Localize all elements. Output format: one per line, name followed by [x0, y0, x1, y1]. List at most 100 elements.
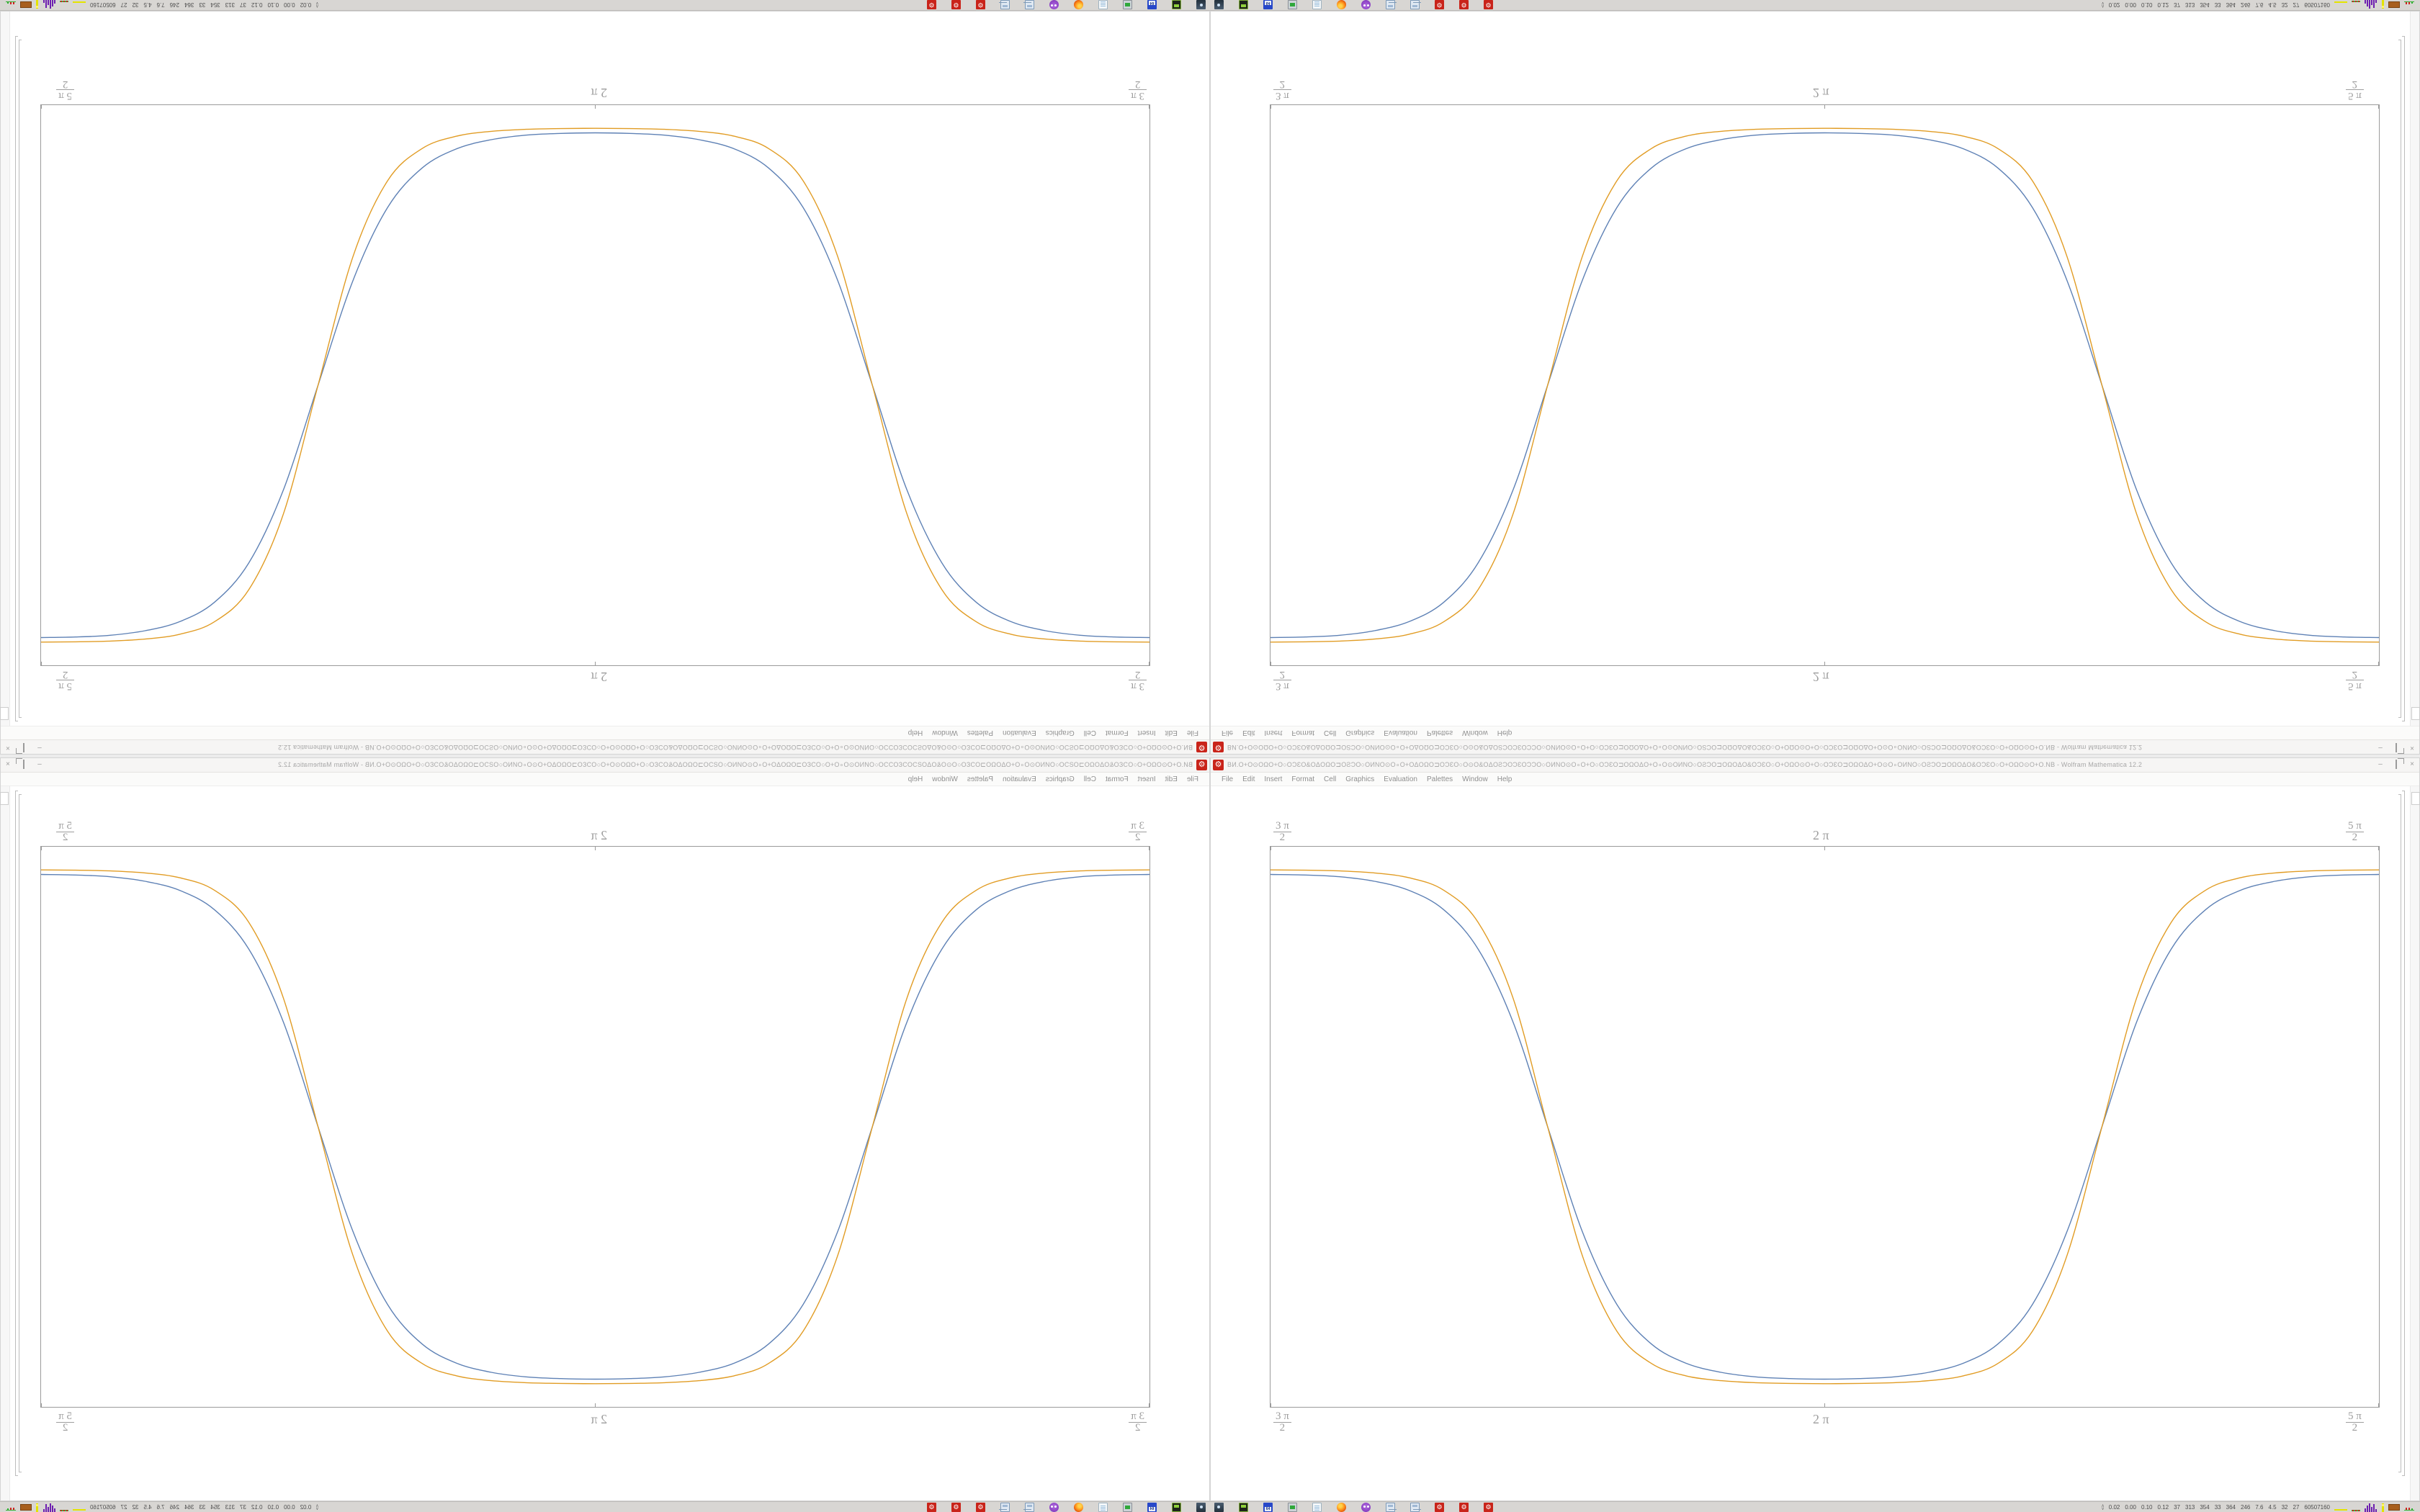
menu-graphics[interactable]: Graphics — [1345, 775, 1375, 783]
memory-box-orange[interactable] — [2388, 1504, 2400, 1511]
calculator-icon[interactable] — [1025, 1503, 1034, 1512]
menu-window[interactable]: Window — [932, 729, 958, 737]
cell-bracket-output[interactable] — [2398, 40, 2401, 718]
memory-box-orange[interactable] — [2388, 1, 2400, 8]
menu-format[interactable]: Format — [1105, 729, 1129, 737]
menu-edit[interactable]: Edit — [1242, 775, 1255, 783]
menu-insert[interactable]: Insert — [1264, 775, 1283, 783]
notebook-scrollbar[interactable] — [0, 786, 10, 1500]
menu-help[interactable]: Help — [908, 729, 923, 737]
mathematica-launcher-icon[interactable]: ⚙ — [1435, 1503, 1444, 1512]
notebook-scrollbar[interactable] — [0, 12, 10, 726]
menu-cell[interactable]: Cell — [1083, 729, 1096, 737]
scanner-app-icon[interactable] — [1172, 1503, 1181, 1512]
maximize-button[interactable] — [19, 742, 29, 752]
calculator-icon[interactable] — [1386, 1503, 1395, 1512]
calculator-icon[interactable] — [1000, 1503, 1010, 1512]
minimize-button[interactable]: – — [37, 760, 42, 768]
window-titlebar[interactable]: ⚙ BИ.O+O⊙OΩO+O○OƆƐO&OΔOΩO⊐OƧƆO○OИNO⊙O∘O+… — [1211, 758, 2419, 773]
calculator-icon[interactable] — [1386, 0, 1395, 9]
mathematica-launcher-icon[interactable]: ⚙ — [1435, 0, 1444, 9]
menu-format[interactable]: Format — [1291, 775, 1315, 783]
menu-edit[interactable]: Edit — [1165, 729, 1178, 737]
menu-help[interactable]: Help — [1497, 729, 1512, 737]
load-histogram-purple[interactable] — [42, 1503, 55, 1512]
screenshot-tool-icon[interactable] — [1196, 0, 1206, 9]
battery-indicator-yellow[interactable] — [36, 1503, 38, 1512]
tray-collapse-chevron-icon[interactable]: ∧ ∨ — [2101, 1, 2104, 9]
maximize-button[interactable] — [19, 760, 29, 770]
menu-palettes[interactable]: Palettes — [1427, 729, 1453, 737]
menu-file[interactable]: File — [1222, 775, 1234, 783]
firefox-icon[interactable] — [1337, 1503, 1346, 1512]
cell-bracket-group[interactable] — [15, 791, 18, 1476]
close-button[interactable]: × — [2410, 744, 2414, 752]
text-editor-icon[interactable] — [1098, 1503, 1108, 1512]
menu-window[interactable]: Window — [932, 775, 958, 783]
menu-help[interactable]: Help — [908, 775, 923, 783]
mathematica-launcher-icon[interactable]: ⚙ — [1459, 0, 1469, 9]
menu-cell[interactable]: Cell — [1083, 775, 1096, 783]
network-graph-green[interactable] — [60, 1506, 68, 1511]
menu-format[interactable]: Format — [1291, 729, 1315, 737]
menu-format[interactable]: Format — [1105, 775, 1129, 783]
cell-bracket-group[interactable] — [2402, 791, 2405, 1476]
tray-collapse-chevron-icon[interactable]: ∧ ∨ — [315, 1504, 318, 1511]
minimize-button[interactable]: – — [37, 744, 42, 752]
load-histogram-purple[interactable] — [2365, 1503, 2378, 1512]
firefox-icon[interactable] — [1337, 0, 1346, 9]
menu-edit[interactable]: Edit — [1242, 729, 1255, 737]
menu-cell[interactable]: Cell — [1324, 729, 1337, 737]
menu-evaluation[interactable]: Evaluation — [1003, 729, 1036, 737]
floppy-64-emulator-icon[interactable]: 64 — [1147, 0, 1157, 9]
network-graph-green[interactable] — [60, 1, 68, 6]
calculator-icon[interactable] — [1410, 0, 1420, 9]
scrollbar-thumb[interactable] — [2411, 792, 2420, 805]
cell-bracket-output[interactable] — [2398, 794, 2401, 1472]
close-button[interactable]: × — [6, 744, 10, 752]
calculator-icon[interactable] — [1025, 0, 1034, 9]
scrollbar-thumb[interactable] — [0, 792, 9, 805]
load-histogram-purple[interactable] — [42, 0, 55, 9]
text-editor-icon[interactable] — [1098, 0, 1108, 9]
cpu-graph-yellow[interactable] — [2334, 1, 2347, 3]
load-histogram-purple[interactable] — [2365, 0, 2378, 9]
minimize-button[interactable]: – — [2378, 744, 2383, 752]
system-monitor-icon[interactable] — [1123, 1503, 1132, 1512]
menu-palettes[interactable]: Palettes — [967, 775, 993, 783]
menu-insert[interactable]: Insert — [1137, 775, 1156, 783]
disk-graph-green-red[interactable] — [6, 1, 16, 8]
battery-indicator-yellow[interactable] — [2382, 0, 2384, 9]
firefox-icon[interactable] — [1074, 1503, 1083, 1512]
mathematica-launcher-icon[interactable]: ⚙ — [927, 1503, 936, 1512]
calculator-icon[interactable] — [1410, 1503, 1420, 1512]
cell-bracket-group[interactable] — [15, 36, 18, 721]
menu-graphics[interactable]: Graphics — [1345, 729, 1375, 737]
menu-graphics[interactable]: Graphics — [1045, 775, 1075, 783]
menu-window[interactable]: Window — [1462, 729, 1488, 737]
floppy-64-emulator-icon[interactable]: 64 — [1263, 0, 1273, 9]
notebook-scrollbar[interactable] — [2410, 786, 2420, 1500]
mathematica-launcher-icon[interactable]: ⚙ — [927, 0, 936, 9]
mathematica-launcher-icon[interactable]: ⚙ — [976, 0, 985, 9]
tray-collapse-chevron-icon[interactable]: ∧ ∨ — [2101, 1504, 2104, 1511]
scanner-app-icon[interactable] — [1239, 1503, 1248, 1512]
mathematica-launcher-icon[interactable]: ⚙ — [1459, 1503, 1469, 1512]
screenshot-tool-icon[interactable] — [1196, 1503, 1206, 1512]
maximize-button[interactable] — [2391, 760, 2401, 770]
cell-bracket-group[interactable] — [2402, 36, 2405, 721]
floppy-64-emulator-icon[interactable]: 64 — [1147, 1503, 1157, 1512]
menu-window[interactable]: Window — [1462, 775, 1488, 783]
close-button[interactable]: × — [6, 760, 10, 768]
calculator-icon[interactable] — [1000, 0, 1010, 9]
menu-edit[interactable]: Edit — [1165, 775, 1178, 783]
menu-palettes[interactable]: Palettes — [967, 729, 993, 737]
mathematica-launcher-icon[interactable]: ⚙ — [1484, 1503, 1493, 1512]
menu-help[interactable]: Help — [1497, 775, 1512, 783]
owl-app-icon[interactable] — [1361, 1503, 1371, 1512]
network-graph-green[interactable] — [2352, 1506, 2360, 1511]
notebook-scrollbar[interactable] — [2410, 12, 2420, 726]
mathematica-launcher-icon[interactable]: ⚙ — [976, 1503, 985, 1512]
disk-graph-green-red[interactable] — [6, 1504, 16, 1511]
cell-bracket-output[interactable] — [19, 794, 22, 1472]
